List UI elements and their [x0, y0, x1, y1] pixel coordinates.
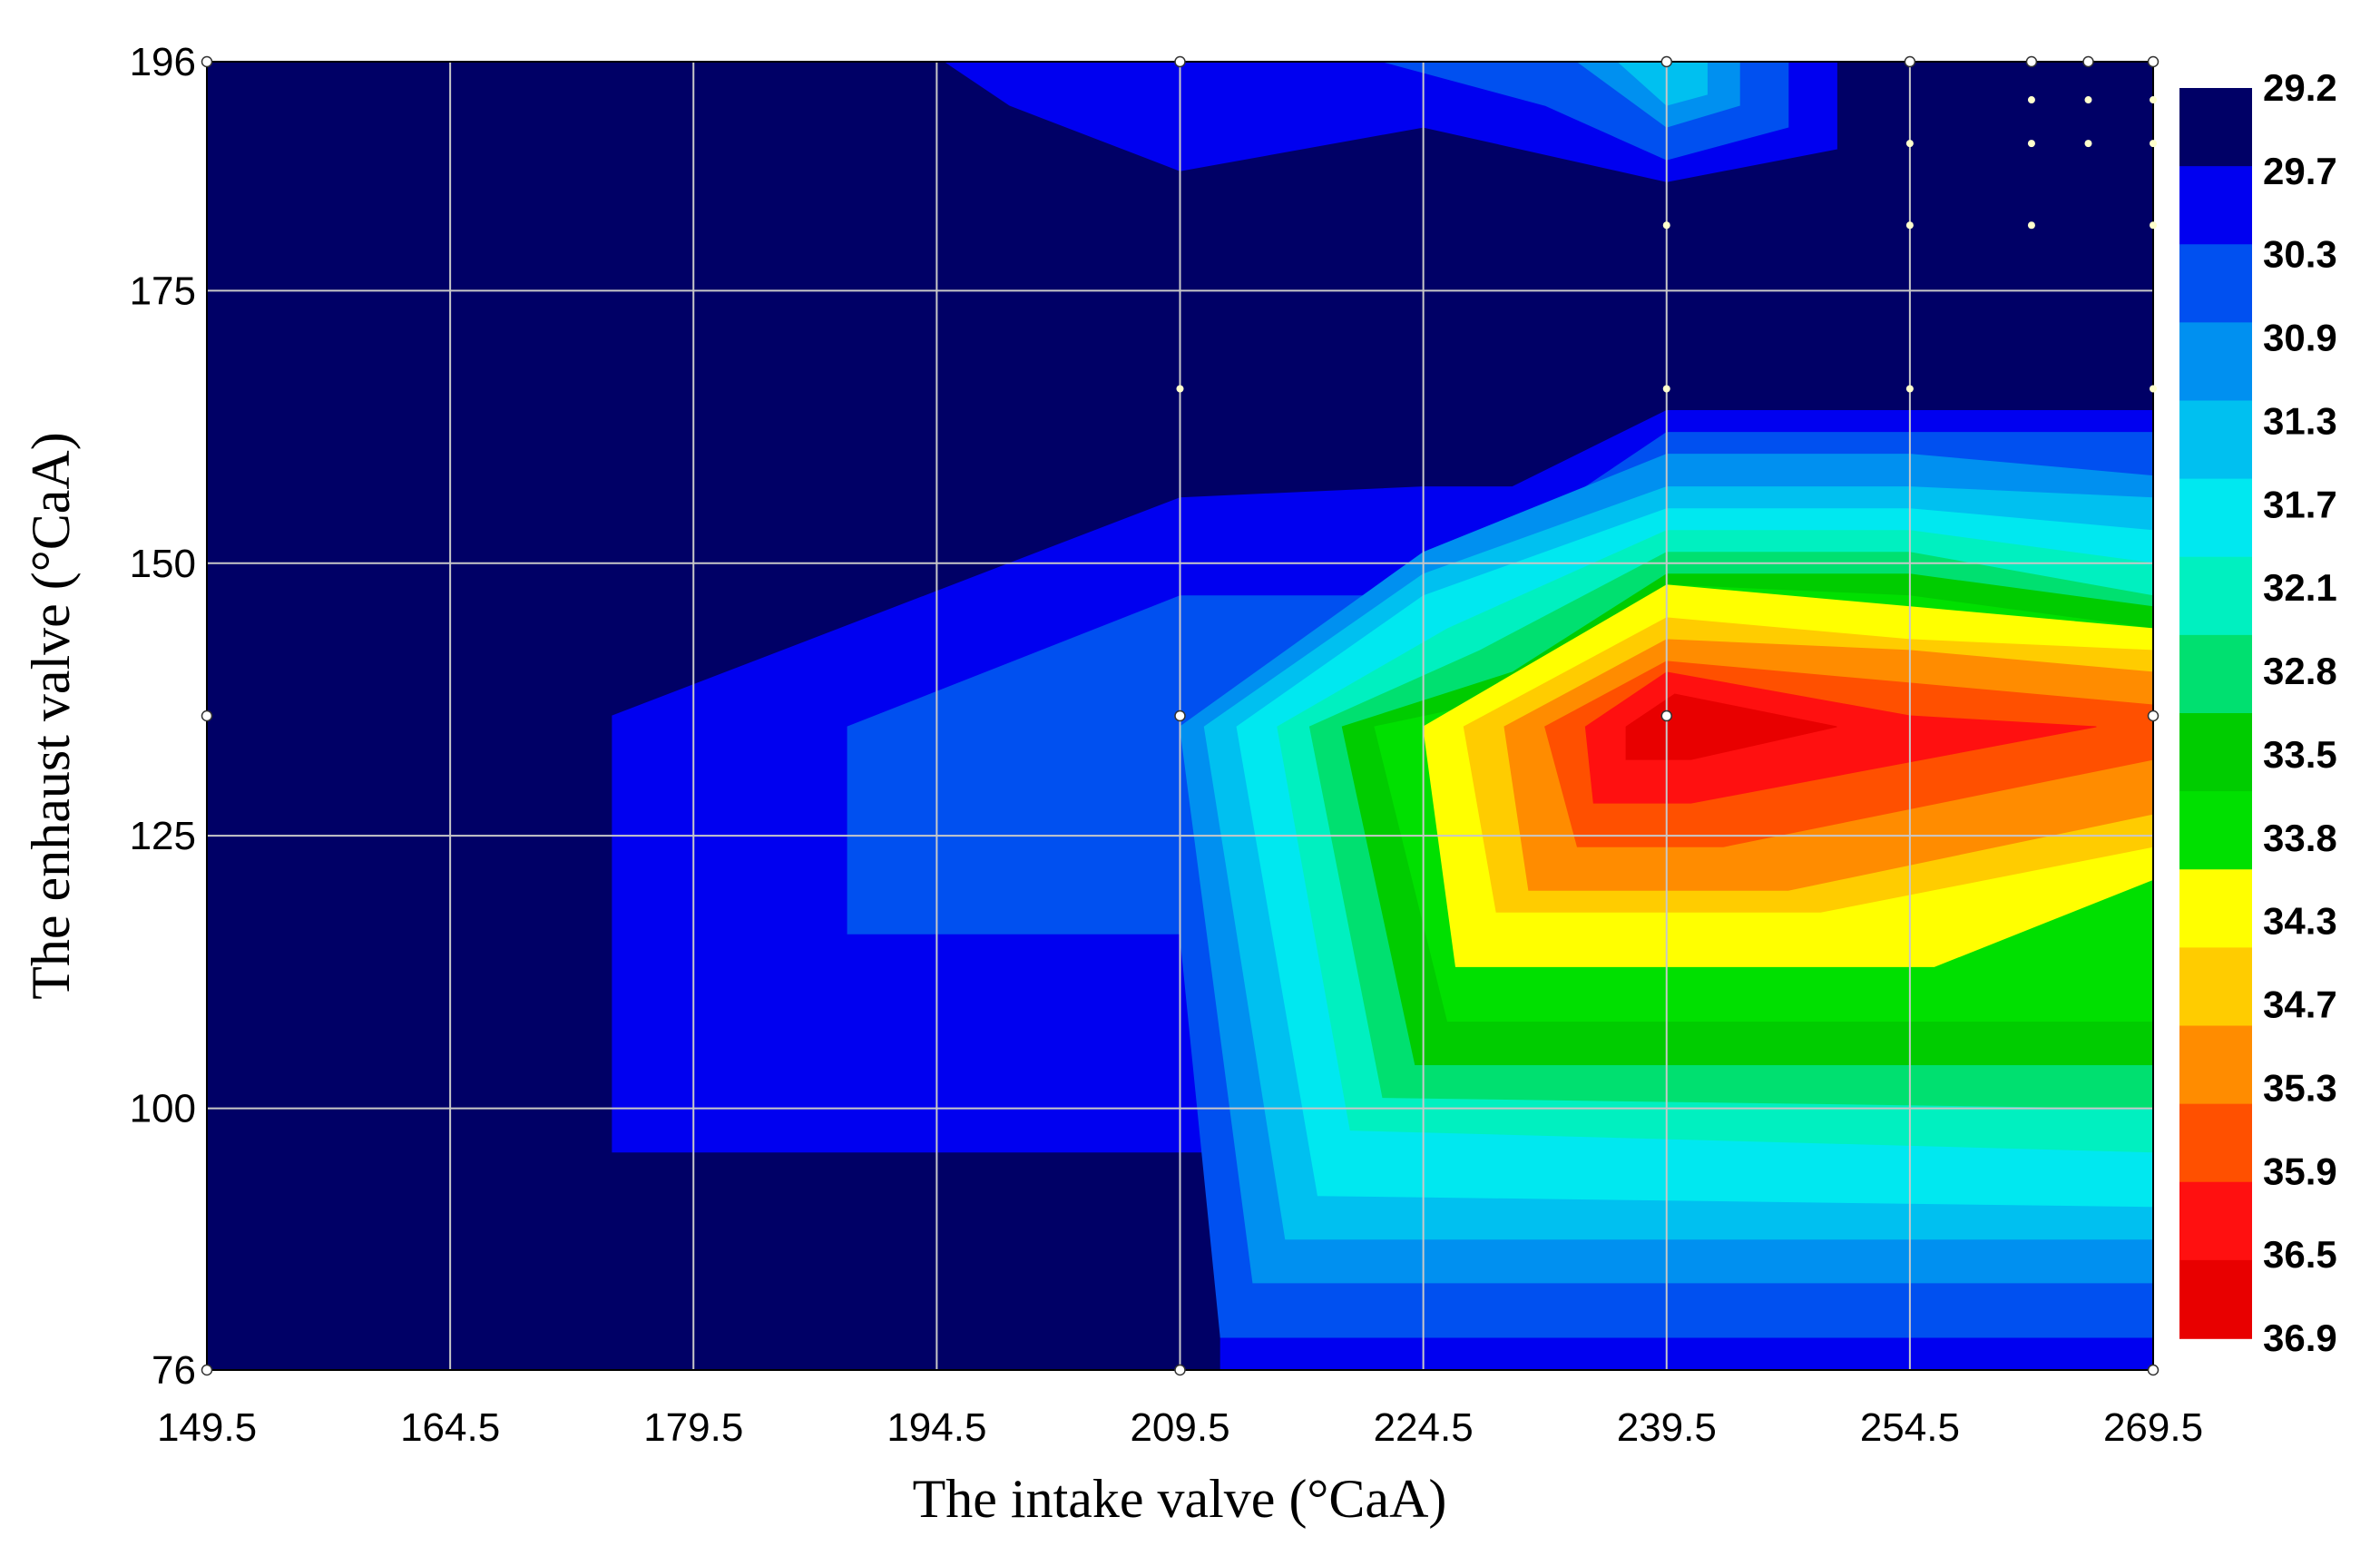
data-marker-24 [2084, 140, 2092, 148]
colorbar-swatch-3 [2179, 322, 2252, 402]
colorbar-swatch-12 [2179, 1025, 2252, 1105]
data-marker-5 [1660, 709, 1672, 722]
x-tick-label-3: 194.5 [886, 1405, 986, 1450]
x-tick-label-2: 179.5 [643, 1405, 743, 1450]
colorbar-label-5: 31.7 [2263, 483, 2337, 525]
colorbar-swatch-8 [2179, 713, 2252, 792]
colorbar-label-0: 29.2 [2263, 66, 2337, 109]
colorbar-swatch-15 [2179, 1259, 2252, 1339]
data-marker-6 [2147, 709, 2160, 722]
colorbar-label-1: 29.7 [2263, 150, 2337, 192]
colorbar: 29.2 29.7 30.3 30.9 31.3 31.7 32.1 32.8 33.5 33.8… [2179, 66, 2337, 1359]
colorbar-label-7: 32.8 [2263, 650, 2337, 692]
colorbar-label-3: 30.9 [2263, 317, 2337, 359]
data-marker-21 [2150, 221, 2157, 230]
data-marker-8 [1174, 55, 1186, 68]
colorbar-swatch-5 [2179, 478, 2252, 558]
colorbar-label-6: 32.1 [2263, 566, 2337, 609]
x-tick-label-6: 239.5 [1617, 1405, 1717, 1450]
y-tick-labels: 76 100 125 150 175 196 [130, 40, 196, 1393]
x-tick-label-0: 149.5 [157, 1405, 257, 1450]
colorbar-swatch-14 [2179, 1181, 2252, 1261]
colorbar-swatch-1 [2179, 166, 2252, 246]
colorbar-label-13: 35.9 [2263, 1150, 2337, 1192]
y-tick-label-2: 125 [130, 814, 196, 858]
data-marker-10 [1904, 55, 1916, 68]
colorbar-swatch-10 [2179, 869, 2252, 949]
contour-band-31-3-7 [1617, 62, 1708, 106]
y-axis-title: The enhaust valve (°CaA) [21, 432, 81, 999]
data-marker-14 [1176, 385, 1184, 393]
x-axis-title: The intake valve (°CaA) [913, 1469, 1447, 1529]
data-marker-26 [2027, 96, 2035, 104]
x-tick-label-1: 164.5 [400, 1405, 500, 1450]
colorbar-swatch-2 [2179, 244, 2252, 324]
data-marker-11 [2025, 55, 2038, 68]
colorbar-label-4: 31.3 [2263, 399, 2337, 442]
data-marker-16 [1905, 385, 1914, 393]
colorbar-swatch-6 [2179, 556, 2252, 636]
data-marker-13 [2147, 55, 2160, 68]
data-marker-18 [1662, 221, 1670, 230]
colorbar-swatch-13 [2179, 1103, 2252, 1183]
data-marker-4 [1174, 709, 1186, 722]
colorbar-label-2: 30.3 [2263, 233, 2337, 276]
data-marker-20 [2027, 221, 2035, 230]
colorbar-label-15: 36.9 [2263, 1316, 2337, 1359]
data-marker-7 [201, 55, 213, 68]
colorbar-label-12: 35.3 [2263, 1066, 2337, 1109]
data-marker-2 [2147, 1364, 2160, 1376]
x-tick-labels: 149.5 164.5 179.5 194.5 209.5 224.5 239.5 254.5… [157, 1405, 2203, 1450]
data-marker-3 [201, 709, 213, 722]
data-marker-19 [1905, 221, 1914, 230]
colorbar-label-10: 34.3 [2263, 900, 2337, 943]
y-tick-label-5: 196 [130, 40, 196, 84]
data-marker-15 [1662, 385, 1670, 393]
x-tick-label-5: 224.5 [1374, 1405, 1474, 1450]
colorbar-label-14: 36.5 [2263, 1233, 2337, 1276]
data-marker-0 [201, 1364, 213, 1376]
y-tick-label-0: 76 [152, 1348, 196, 1393]
data-marker-28 [2150, 96, 2157, 104]
y-tick-label-3: 150 [130, 542, 196, 586]
x-tick-label-8: 269.5 [2103, 1405, 2203, 1450]
data-marker-25 [2150, 140, 2157, 148]
colorbar-swatch-4 [2179, 400, 2252, 480]
data-marker-1 [1174, 1364, 1186, 1376]
colorbar-swatch-0 [2179, 88, 2252, 167]
colorbar-label-9: 33.8 [2263, 817, 2337, 859]
x-tick-label-7: 254.5 [1860, 1405, 1960, 1450]
data-markers [201, 55, 2160, 1376]
data-marker-9 [1660, 55, 1672, 68]
colorbar-swatch-9 [2179, 791, 2252, 871]
x-tick-label-4: 209.5 [1130, 1405, 1229, 1450]
colorbar-swatch-11 [2179, 947, 2252, 1027]
y-tick-label-4: 175 [130, 269, 196, 313]
data-marker-22 [1905, 140, 1914, 148]
colorbar-label-11: 34.7 [2263, 984, 2337, 1026]
y-tick-label-1: 100 [130, 1087, 196, 1131]
data-marker-27 [2084, 96, 2092, 104]
colorbar-label-8: 33.5 [2263, 733, 2337, 776]
data-marker-17 [2150, 385, 2157, 393]
colorbar-swatch-7 [2179, 634, 2252, 714]
data-marker-12 [2082, 55, 2094, 68]
data-marker-23 [2027, 140, 2035, 148]
